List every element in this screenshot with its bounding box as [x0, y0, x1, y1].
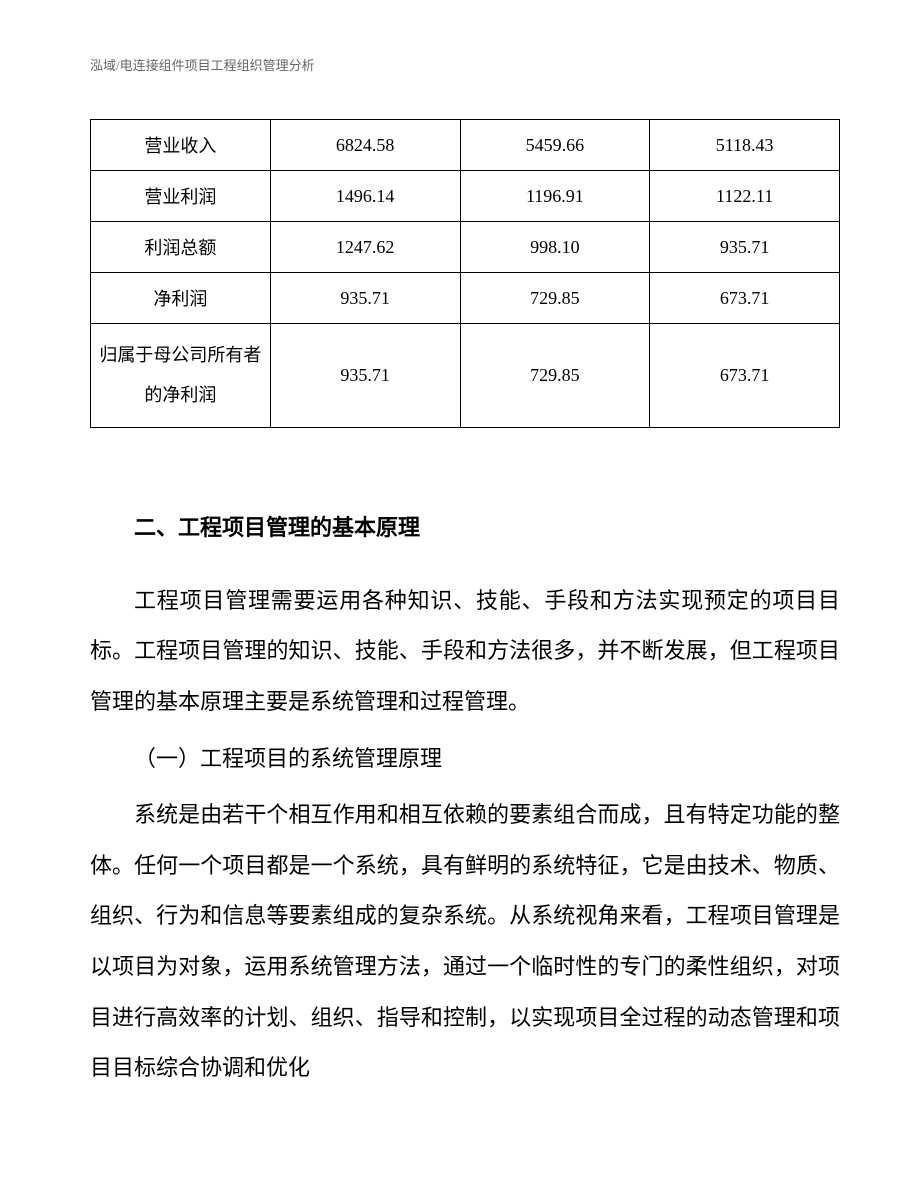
row-label: 归属于母公司所有者的净利润 — [91, 324, 271, 428]
table-row: 利润总额 1247.62 998.10 935.71 — [91, 222, 840, 273]
table-row: 营业收入 6824.58 5459.66 5118.43 — [91, 120, 840, 171]
row-label: 营业利润 — [91, 171, 271, 222]
cell-value: 729.85 — [460, 324, 650, 428]
cell-value: 673.71 — [650, 273, 840, 324]
cell-value: 5459.66 — [460, 120, 650, 171]
row-label: 营业收入 — [91, 120, 271, 171]
row-label: 净利润 — [91, 273, 271, 324]
cell-value: 935.71 — [650, 222, 840, 273]
table-row: 营业利润 1496.14 1196.91 1122.11 — [91, 171, 840, 222]
table-row: 归属于母公司所有者的净利润 935.71 729.85 673.71 — [91, 324, 840, 428]
cell-value: 729.85 — [460, 273, 650, 324]
cell-value: 1496.14 — [270, 171, 460, 222]
cell-value: 6824.58 — [270, 120, 460, 171]
page-header: 泓域/电连接组件项目工程组织管理分析 — [90, 55, 840, 74]
cell-value: 1122.11 — [650, 171, 840, 222]
table-row: 净利润 935.71 729.85 673.71 — [91, 273, 840, 324]
body-paragraph: 工程项目管理需要运用各种知识、技能、手段和方法实现预定的项目目标。工程项目管理的… — [90, 576, 840, 728]
cell-value: 1196.91 — [460, 171, 650, 222]
page-container: 泓域/电连接组件项目工程组织管理分析 营业收入 6824.58 5459.66 … — [0, 0, 920, 1174]
cell-value: 673.71 — [650, 324, 840, 428]
body-paragraph: 系统是由若干个相互作用和相互依赖的要素组合而成，且有特定功能的整体。任何一个项目… — [90, 790, 840, 1094]
cell-value: 935.71 — [270, 273, 460, 324]
row-label: 利润总额 — [91, 222, 271, 273]
financial-table: 营业收入 6824.58 5459.66 5118.43 营业利润 1496.1… — [90, 119, 840, 428]
cell-value: 5118.43 — [650, 120, 840, 171]
section-heading: 二、工程项目管理的基本原理 — [90, 508, 840, 548]
cell-value: 1247.62 — [270, 222, 460, 273]
cell-value: 998.10 — [460, 222, 650, 273]
subsection-heading: （一）工程项目的系统管理原理 — [90, 734, 840, 785]
cell-value: 935.71 — [270, 324, 460, 428]
